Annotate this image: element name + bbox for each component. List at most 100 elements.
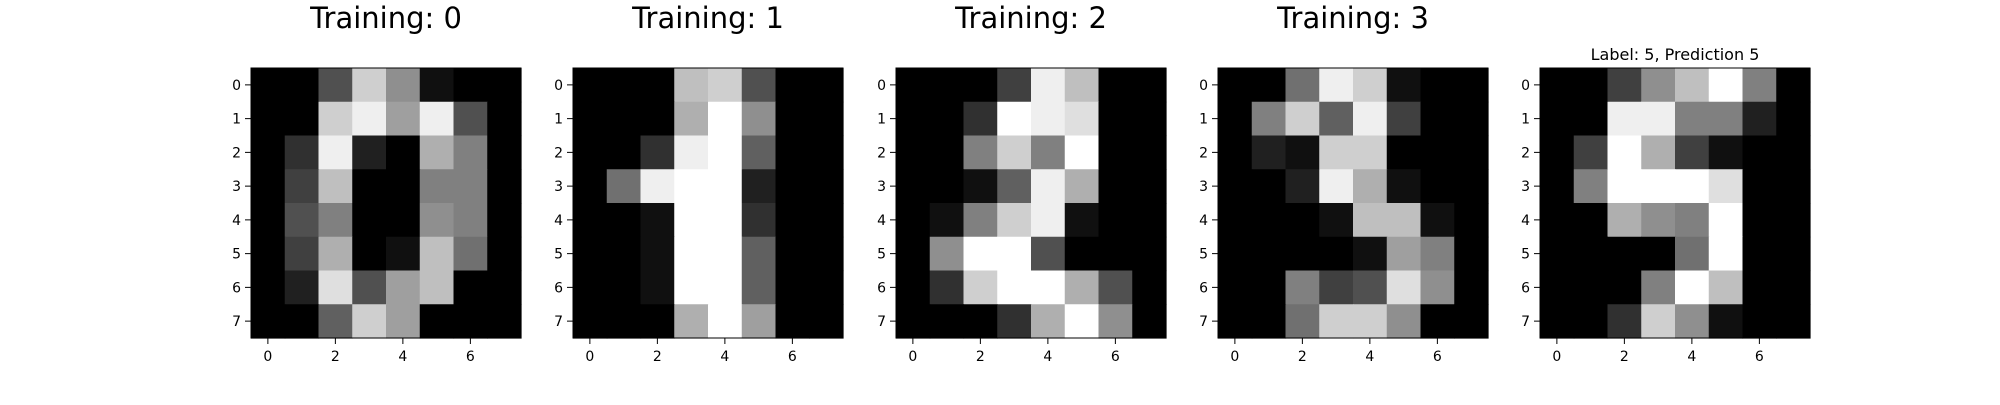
pixel-cell bbox=[573, 236, 608, 272]
pixel-cell bbox=[1353, 135, 1388, 170]
pixel-cell bbox=[1540, 203, 1575, 238]
pixel-cell bbox=[929, 304, 965, 339]
pixel-cell bbox=[1132, 68, 1167, 103]
pixel-cell bbox=[1353, 101, 1388, 137]
pixel-cell bbox=[386, 101, 421, 137]
pixel-cell bbox=[1641, 101, 1676, 137]
pixel-cell bbox=[1776, 169, 1811, 204]
pixel-cell bbox=[1708, 236, 1744, 272]
y-tick-label: 6 bbox=[554, 280, 563, 296]
pixel-cell bbox=[606, 270, 642, 305]
pixel-cell bbox=[1675, 236, 1710, 272]
pixel-cell bbox=[573, 270, 608, 305]
pixel-cell bbox=[1675, 101, 1710, 137]
pixel-cell bbox=[1353, 270, 1388, 305]
pixel-cell bbox=[963, 169, 998, 204]
pixel-cell bbox=[1420, 169, 1455, 204]
pixel-cell bbox=[997, 68, 1032, 103]
pixel-cell bbox=[674, 236, 709, 272]
pixel-cell bbox=[896, 304, 931, 339]
pixel-cell bbox=[1607, 101, 1642, 137]
x-tick-label: 0 bbox=[585, 349, 594, 365]
pixel-cell bbox=[487, 169, 522, 204]
pixel-cell bbox=[1641, 304, 1676, 339]
pixel-cell bbox=[1454, 68, 1489, 103]
pixel-cell bbox=[251, 203, 286, 238]
y-tick-label: 3 bbox=[1199, 179, 1208, 195]
pixel-cell bbox=[1540, 270, 1575, 305]
pixel-cell bbox=[318, 135, 353, 170]
pixel-cell bbox=[929, 101, 965, 137]
y-tick-label: 2 bbox=[877, 145, 886, 161]
y-tick-label: 5 bbox=[554, 247, 563, 263]
pixel-cell bbox=[1218, 270, 1253, 305]
pixel-cell bbox=[352, 101, 387, 137]
pixel-cell bbox=[1607, 68, 1642, 103]
pixel-cell bbox=[809, 270, 844, 305]
panel-title: Label: 5, Prediction 5 bbox=[1591, 45, 1760, 64]
x-tick-label: 2 bbox=[976, 349, 985, 365]
pixel-cell bbox=[1285, 68, 1320, 103]
pixel-cell bbox=[453, 270, 488, 305]
pixel-cell bbox=[386, 304, 421, 339]
pixel-cell bbox=[1420, 68, 1455, 103]
pixel-cell bbox=[1132, 236, 1167, 272]
x-tick-label: 0 bbox=[263, 349, 272, 365]
pixel-cell bbox=[1064, 101, 1100, 137]
y-tick-label: 7 bbox=[1521, 314, 1530, 330]
pixel-cell bbox=[453, 304, 488, 339]
pixel-cell bbox=[1319, 270, 1354, 305]
pixel-cell bbox=[1132, 169, 1167, 204]
x-tick-label: 0 bbox=[1230, 349, 1239, 365]
x-tick-label: 6 bbox=[466, 349, 475, 365]
pixel-cell bbox=[1098, 169, 1133, 204]
pixel-cell bbox=[929, 203, 965, 238]
pixel-cell bbox=[963, 236, 998, 272]
pixel-cell bbox=[775, 203, 810, 238]
pixel-cell bbox=[929, 68, 965, 103]
x-tick-label: 4 bbox=[720, 349, 729, 365]
y-tick-label: 4 bbox=[554, 213, 563, 229]
pixel-cell bbox=[606, 101, 642, 137]
pixel-cell bbox=[453, 169, 488, 204]
pixel-cell bbox=[1776, 203, 1811, 238]
pixel-cell bbox=[1353, 304, 1388, 339]
pixel-cell bbox=[809, 169, 844, 204]
pixel-cell bbox=[640, 236, 675, 272]
pixel-cell bbox=[896, 68, 931, 103]
pixel-cell bbox=[1573, 304, 1609, 339]
pixel-cell bbox=[453, 68, 488, 103]
y-tick-label: 0 bbox=[1521, 78, 1530, 94]
pixel-cell bbox=[1132, 203, 1167, 238]
pixel-cell bbox=[284, 68, 320, 103]
pixel-cell bbox=[386, 169, 421, 204]
y-tick-label: 2 bbox=[1521, 145, 1530, 161]
pixel-cell bbox=[640, 135, 675, 170]
pixel-cell bbox=[1218, 236, 1253, 272]
y-tick-label: 1 bbox=[1199, 112, 1208, 128]
pixel-cell bbox=[1776, 270, 1811, 305]
x-tick-label: 2 bbox=[653, 349, 662, 365]
y-tick-label: 6 bbox=[877, 280, 886, 296]
x-tick-label: 4 bbox=[1043, 349, 1052, 365]
pixel-cell bbox=[1386, 304, 1422, 339]
pixel-cell bbox=[352, 135, 387, 170]
pixel-cell bbox=[1776, 101, 1811, 137]
pixel-cell bbox=[1098, 304, 1133, 339]
pixel-cell bbox=[1285, 304, 1320, 339]
pixel-cell bbox=[1031, 203, 1066, 238]
pixel-cell bbox=[318, 304, 353, 339]
pixel-cell bbox=[1540, 304, 1575, 339]
pixel-cell bbox=[251, 135, 286, 170]
pixel-cell bbox=[1319, 101, 1354, 137]
y-tick-label: 1 bbox=[232, 112, 241, 128]
pixel-cell bbox=[352, 68, 387, 103]
pixel-cell bbox=[1098, 101, 1133, 137]
pixel-cell bbox=[1098, 68, 1133, 103]
pixel-cell bbox=[487, 101, 522, 137]
pixel-cell bbox=[1218, 203, 1253, 238]
pixel-cell bbox=[1420, 236, 1455, 272]
pixel-cell bbox=[1708, 68, 1744, 103]
pixel-cell bbox=[1319, 169, 1354, 204]
